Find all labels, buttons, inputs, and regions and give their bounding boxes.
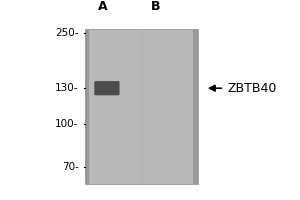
Bar [85,29,89,184]
Bar [193,29,198,184]
Text: ZBTB40: ZBTB40 [227,82,277,95]
Text: 70-: 70- [62,162,79,172]
Bar [85,29,198,184]
Text: 100-: 100- [55,119,79,129]
Text: 130-: 130- [55,83,79,93]
Text: 250-: 250- [55,28,79,38]
FancyBboxPatch shape [94,81,119,95]
Text: B: B [151,0,161,13]
Text: A: A [98,0,107,13]
